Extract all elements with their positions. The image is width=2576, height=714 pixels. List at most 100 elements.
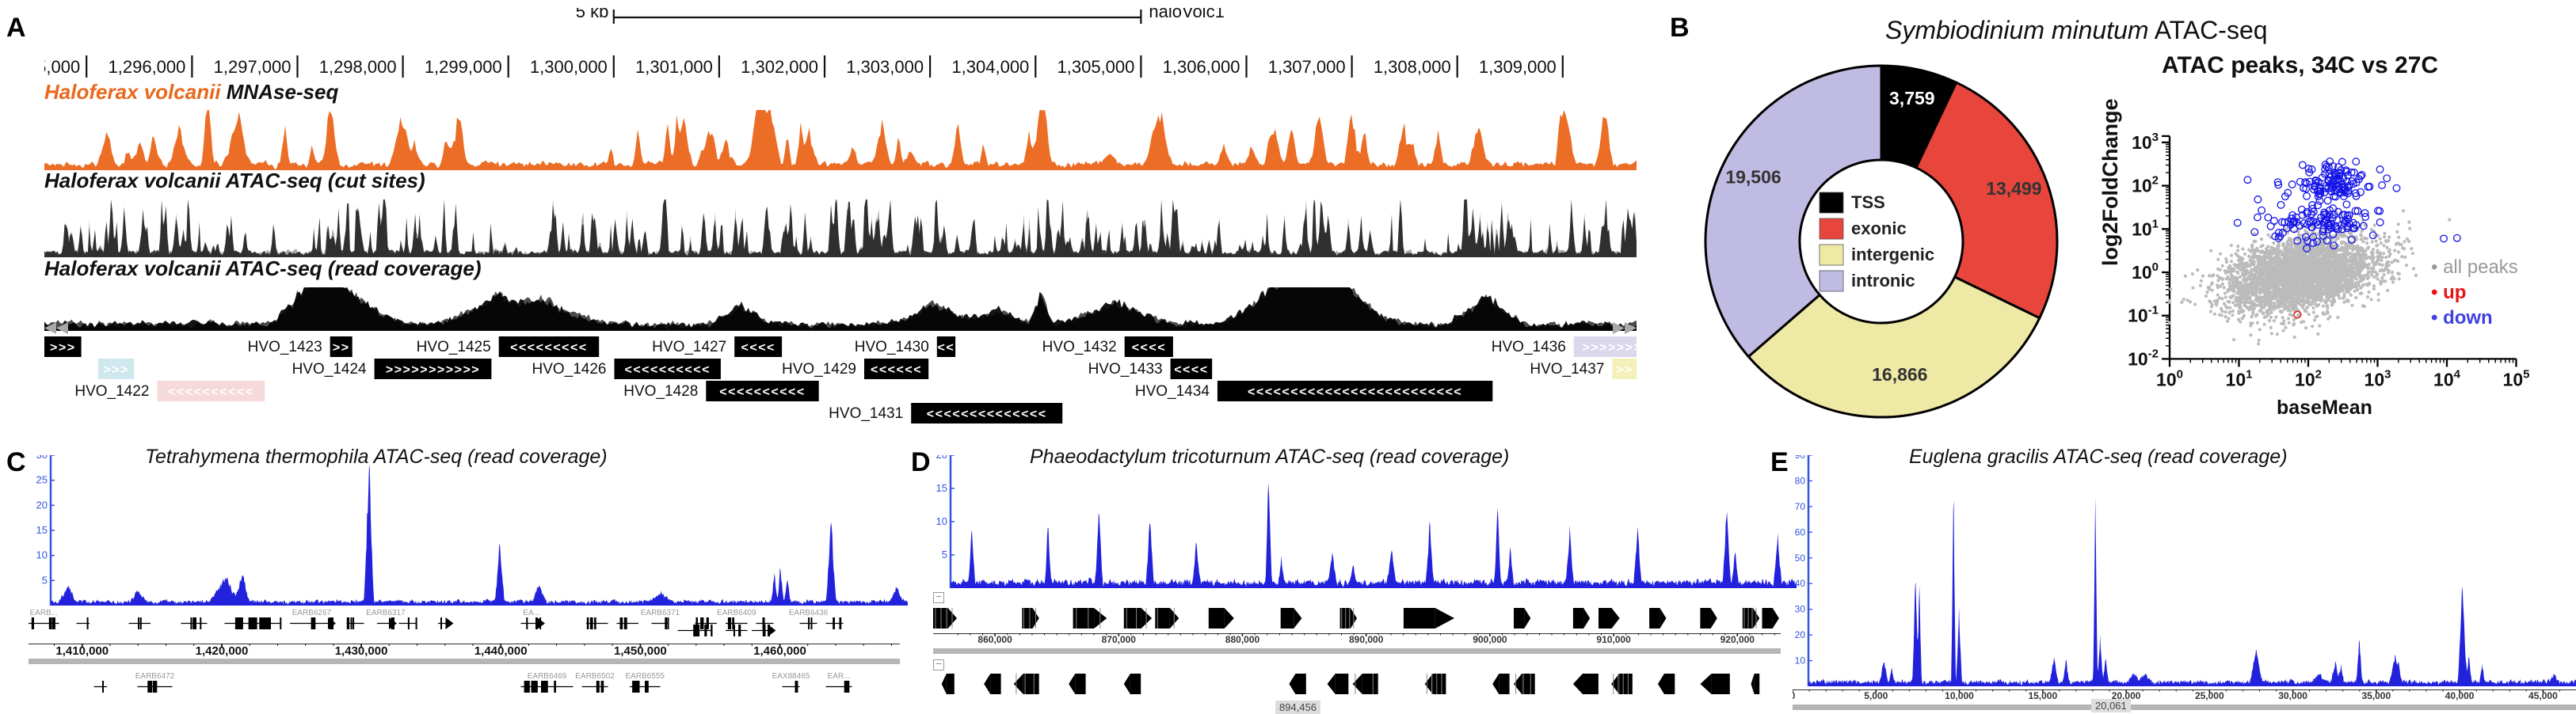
svg-text:EARB6409: EARB6409: [717, 609, 756, 617]
svg-text:3,759: 3,759: [1889, 88, 1935, 108]
svg-text:101: 101: [2132, 217, 2159, 239]
svg-text:16,866: 16,866: [1872, 364, 1927, 385]
svg-text:80: 80: [1795, 475, 1806, 486]
svg-text:EARB6555: EARB6555: [625, 672, 665, 681]
svg-text:5 kb: 5 kb: [576, 8, 609, 21]
svg-text:50: 50: [1795, 553, 1806, 564]
svg-text:1,301,000: 1,301,000: [635, 57, 713, 77]
svg-text:70: 70: [1795, 501, 1806, 512]
svg-text:EARB6317: EARB6317: [366, 609, 406, 617]
svg-text:103: 103: [2365, 367, 2391, 389]
svg-text:EARB6436: EARB6436: [789, 609, 829, 617]
svg-text:1,306,000: 1,306,000: [1163, 57, 1240, 77]
svg-text:1,308,000: 1,308,000: [1374, 57, 1451, 77]
svg-text:10-1: 10-1: [2128, 304, 2159, 326]
svg-text:10: 10: [1795, 655, 1806, 667]
svg-text:1,297,000: 1,297,000: [214, 57, 292, 77]
svg-text:1,303,000: 1,303,000: [846, 57, 924, 77]
svg-text:<<<<: <<<<: [1174, 363, 1208, 377]
svg-text:<<<<<<<<<<: <<<<<<<<<<: [168, 385, 253, 399]
svg-text:>>>: >>>: [50, 341, 76, 355]
svg-text:20: 20: [36, 499, 48, 511]
svg-text:103: 103: [2132, 131, 2159, 153]
svg-text:>>: >>: [333, 341, 350, 355]
svg-text:<<<<<<: <<<<<<: [871, 363, 922, 377]
svg-text:<<<<<<<<<: <<<<<<<<<: [510, 341, 588, 355]
svg-text:102: 102: [2295, 367, 2322, 389]
svg-text:haloVolc1: haloVolc1: [1149, 8, 1224, 21]
svg-text:intergenic: intergenic: [1851, 245, 1934, 264]
svg-text:<<: <<: [938, 341, 955, 355]
svg-text:EARB6371: EARB6371: [641, 609, 680, 617]
svg-text:EARB6469: EARB6469: [528, 672, 567, 681]
svg-text:<<<<<<<<<<: <<<<<<<<<<: [719, 385, 805, 399]
svg-text:HVO_1424: HVO_1424: [292, 361, 367, 378]
svg-text:60: 60: [1795, 526, 1806, 537]
svg-text:HVO_1423: HVO_1423: [248, 339, 322, 355]
svg-text:1,309,000: 1,309,000: [1479, 57, 1557, 77]
svg-text:15: 15: [936, 482, 947, 494]
svg-text:20: 20: [1795, 629, 1806, 640]
svg-text:1,300,000: 1,300,000: [530, 57, 608, 77]
svg-text:HVO_1437: HVO_1437: [1530, 361, 1604, 378]
svg-text:HVO_1425: HVO_1425: [417, 339, 491, 355]
svg-text:25: 25: [36, 474, 48, 486]
svg-text:13,499: 13,499: [1986, 178, 2041, 199]
svg-text:EARB...: EARB...: [30, 609, 59, 617]
svg-text:HVO_1432: HVO_1432: [1042, 339, 1117, 355]
svg-text:1,296,000: 1,296,000: [109, 57, 186, 77]
svg-text:HVO_1431: HVO_1431: [829, 405, 903, 422]
svg-text:HVO_1426: HVO_1426: [532, 361, 606, 378]
svg-text:>>>: >>>: [103, 363, 129, 377]
svg-text:HVO_1429: HVO_1429: [782, 361, 856, 378]
svg-text:HVO_1428: HVO_1428: [623, 383, 698, 400]
svg-text:30: 30: [1795, 604, 1806, 615]
svg-text:EARB6472: EARB6472: [135, 672, 175, 681]
svg-text:HVO_1436: HVO_1436: [1492, 339, 1566, 355]
svg-text:HVO_1430: HVO_1430: [855, 339, 929, 355]
svg-text:intronic: intronic: [1851, 271, 1915, 291]
svg-text:HVO_1434: HVO_1434: [1135, 383, 1210, 400]
svg-text:1,299,000: 1,299,000: [425, 57, 502, 77]
svg-text:19,506: 19,506: [1725, 166, 1781, 187]
svg-text:EA...: EA...: [523, 609, 540, 617]
svg-text:TSS: TSS: [1851, 192, 1885, 212]
svg-text:HVO_1427: HVO_1427: [652, 339, 726, 355]
svg-text:10: 10: [936, 515, 947, 527]
svg-text:<<<<: <<<<: [741, 341, 775, 355]
svg-text:1,295,000: 1,295,000: [44, 57, 80, 77]
svg-text:exonic: exonic: [1851, 218, 1907, 238]
svg-text:HVO_1422: HVO_1422: [74, 383, 149, 400]
svg-text:104: 104: [2433, 367, 2461, 389]
svg-text:15: 15: [36, 524, 48, 536]
svg-text:EAX88465: EAX88465: [772, 672, 810, 681]
svg-text:30: 30: [36, 455, 48, 461]
svg-text:100: 100: [2156, 367, 2183, 389]
svg-text:10: 10: [36, 549, 48, 561]
svg-text:>>>>>>>>>>>: >>>>>>>>>>>: [386, 363, 480, 377]
svg-text:<<<<: <<<<: [1132, 341, 1166, 355]
svg-text:5: 5: [942, 549, 947, 560]
svg-text:<<<<<<<<<<: <<<<<<<<<<: [624, 363, 710, 377]
svg-text:>>>>>>>>: >>>>>>>>: [1582, 341, 1637, 355]
svg-text:101: 101: [2226, 367, 2253, 389]
svg-text:20: 20: [936, 455, 947, 461]
svg-text:EARB6502: EARB6502: [575, 672, 615, 681]
svg-text:>>: >>: [1616, 363, 1633, 377]
svg-text:<<<<<<<<<<<<<<<<<<<<<<<<<: <<<<<<<<<<<<<<<<<<<<<<<<<: [1248, 385, 1462, 399]
svg-text:EAR...: EAR...: [828, 672, 851, 681]
svg-text:1,304,000: 1,304,000: [951, 57, 1029, 77]
svg-text:HVO_1433: HVO_1433: [1088, 361, 1163, 378]
svg-text:5: 5: [42, 574, 48, 586]
svg-text:10-2: 10-2: [2128, 347, 2159, 369]
svg-text:1,305,000: 1,305,000: [1057, 57, 1135, 77]
svg-text:1,298,000: 1,298,000: [319, 57, 397, 77]
svg-text:<<<<<<<<<<<<<<: <<<<<<<<<<<<<<: [927, 408, 1047, 421]
svg-text:102: 102: [2132, 174, 2159, 196]
svg-text:90: 90: [1795, 455, 1806, 461]
svg-text:100: 100: [2132, 260, 2159, 283]
svg-text:40: 40: [1795, 578, 1806, 589]
svg-text:EARB6267: EARB6267: [292, 609, 332, 617]
svg-text:1,302,000: 1,302,000: [741, 57, 818, 77]
svg-text:105: 105: [2503, 367, 2530, 389]
